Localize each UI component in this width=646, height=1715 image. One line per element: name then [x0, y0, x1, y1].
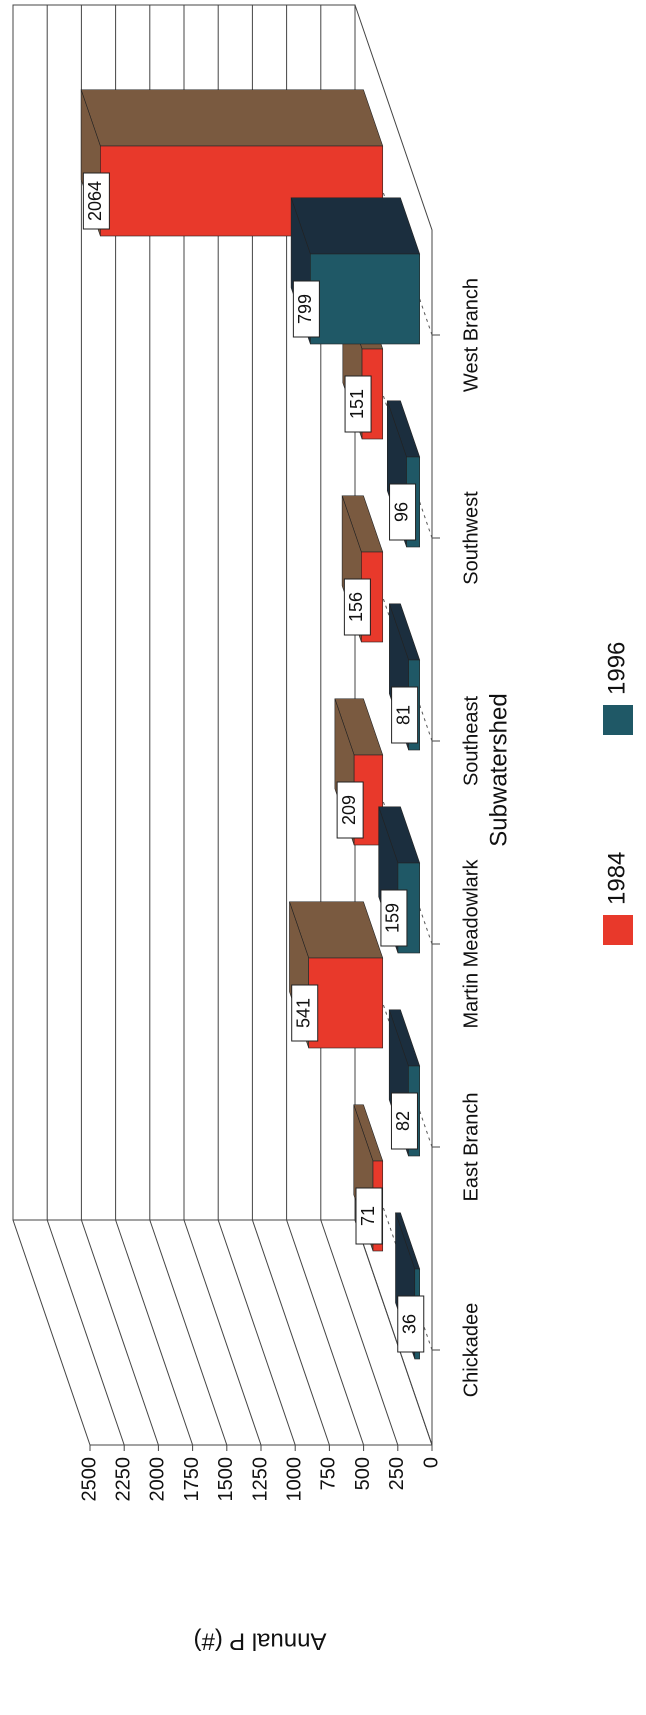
legend-swatch — [603, 705, 633, 735]
y-tick-label: 1750 — [181, 1457, 203, 1502]
side-grid-line — [80, 1219, 159, 1446]
y-tick-label: 1000 — [283, 1457, 305, 1502]
value-label-box — [82, 172, 110, 230]
y-tick-label: 2250 — [112, 1457, 134, 1502]
y-tick-label: 500 — [352, 1457, 374, 1490]
value-label-box — [291, 984, 319, 1042]
legend-label: 1996 — [603, 642, 630, 695]
value-label-box — [292, 280, 320, 338]
side-grid-line — [217, 1219, 296, 1446]
chart-body: Annual P (#) Subwatershed 0 250 500 750 1000… — [12, 4, 633, 1655]
bar — [308, 957, 384, 1049]
x-tick-label: East Branch — [460, 1093, 482, 1202]
side-grid-line — [354, 1219, 433, 1446]
x-axis-title: Subwatershed — [485, 693, 512, 846]
side-grid-line — [251, 1219, 330, 1446]
y-axis-title: Annual P (#) — [194, 1628, 327, 1655]
side-grid-line — [12, 1219, 91, 1446]
side-grid-line — [320, 1219, 399, 1446]
y-tick-label: 2000 — [147, 1457, 169, 1502]
side-grid-line — [183, 1219, 262, 1446]
side-grid-line — [286, 1219, 365, 1446]
x-tick-label: Southeast — [460, 696, 482, 787]
legend-swatch — [603, 915, 633, 945]
value-label-box — [380, 889, 408, 947]
side-grid-line — [149, 1219, 228, 1446]
y-tick-label: 2500 — [78, 1457, 100, 1502]
bar-side — [80, 89, 384, 147]
value-label: 209 — [339, 795, 359, 825]
value-label-box — [355, 1187, 383, 1245]
value-label-box — [343, 578, 371, 636]
value-label: 541 — [293, 998, 313, 1028]
side-grid-line — [46, 1219, 125, 1446]
value-label-box — [389, 483, 417, 541]
x-tick-label: Southwest — [460, 491, 482, 585]
value-label: 2064 — [85, 181, 105, 221]
value-label: 159 — [383, 903, 403, 933]
y-tick-label: 750 — [318, 1457, 340, 1490]
y-tick-label: 1500 — [215, 1457, 237, 1502]
value-label: 156 — [346, 592, 366, 622]
value-label: 36 — [400, 1314, 420, 1334]
value-label-box — [336, 781, 364, 839]
value-label: 81 — [393, 705, 413, 725]
x-tick-label: West Branch — [460, 278, 482, 392]
bar — [310, 253, 420, 345]
y-tick-label: 250 — [386, 1457, 408, 1490]
side-grid-line — [115, 1219, 194, 1446]
legend-label: 1984 — [603, 852, 630, 905]
bar-side — [290, 197, 421, 255]
value-label-box — [390, 1092, 418, 1150]
value-label: 82 — [393, 1111, 413, 1131]
x-tick-label: Chickadee — [460, 1303, 482, 1398]
value-label-box — [344, 375, 372, 433]
value-label: 96 — [391, 502, 411, 522]
y-tick-label: 1250 — [249, 1457, 271, 1502]
value-label-box — [397, 1295, 425, 1353]
y-tick-label: 0 — [420, 1457, 442, 1468]
value-label: 151 — [347, 389, 367, 419]
value-label-box — [391, 686, 419, 744]
x-tick-label: Martin Meadowlark — [460, 859, 482, 1029]
value-label: 71 — [358, 1206, 378, 1226]
value-label: 799 — [295, 294, 315, 324]
